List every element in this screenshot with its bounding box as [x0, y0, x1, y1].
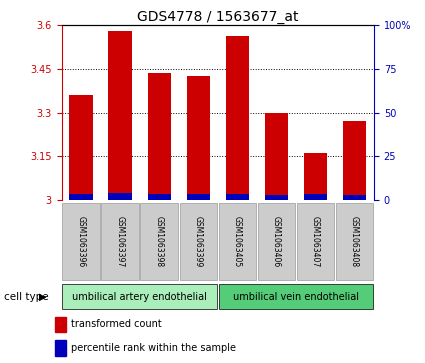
Text: cell type: cell type	[4, 292, 49, 302]
Text: GSM1063396: GSM1063396	[76, 216, 86, 267]
Bar	[108, 31, 132, 200]
Text: GSM1063398: GSM1063398	[155, 216, 164, 267]
Bar	[265, 195, 288, 200]
FancyBboxPatch shape	[62, 284, 217, 309]
FancyBboxPatch shape	[258, 203, 295, 280]
Text: GSM1063408: GSM1063408	[350, 216, 359, 267]
Text: GSM1063407: GSM1063407	[311, 216, 320, 267]
Bar	[304, 153, 327, 200]
FancyBboxPatch shape	[218, 284, 373, 309]
Bar	[226, 195, 249, 200]
Bar	[147, 195, 171, 200]
Text: GSM1063405: GSM1063405	[233, 216, 242, 267]
Title: GDS4778 / 1563677_at: GDS4778 / 1563677_at	[137, 11, 298, 24]
Bar	[343, 195, 366, 200]
FancyBboxPatch shape	[141, 203, 178, 280]
FancyBboxPatch shape	[297, 203, 334, 280]
Bar	[147, 73, 171, 200]
Text: GSM1063399: GSM1063399	[194, 216, 203, 267]
Bar	[69, 95, 93, 200]
Text: GSM1063397: GSM1063397	[116, 216, 125, 267]
Bar	[226, 36, 249, 200]
Bar	[69, 195, 93, 200]
Bar	[108, 193, 132, 200]
Text: percentile rank within the sample: percentile rank within the sample	[71, 343, 236, 353]
Bar	[304, 195, 327, 200]
Text: ▶: ▶	[39, 292, 47, 302]
Bar	[187, 194, 210, 200]
Text: umbilical artery endothelial: umbilical artery endothelial	[72, 292, 207, 302]
FancyBboxPatch shape	[62, 203, 100, 280]
Bar	[187, 76, 210, 200]
Bar	[265, 113, 288, 200]
Text: GSM1063406: GSM1063406	[272, 216, 281, 267]
Text: transformed count: transformed count	[71, 319, 162, 330]
FancyBboxPatch shape	[102, 203, 139, 280]
Bar	[55, 340, 66, 356]
FancyBboxPatch shape	[179, 203, 217, 280]
Bar	[343, 121, 366, 200]
Text: umbilical vein endothelial: umbilical vein endothelial	[233, 292, 359, 302]
FancyBboxPatch shape	[218, 203, 256, 280]
Bar	[55, 317, 66, 332]
FancyBboxPatch shape	[336, 203, 373, 280]
